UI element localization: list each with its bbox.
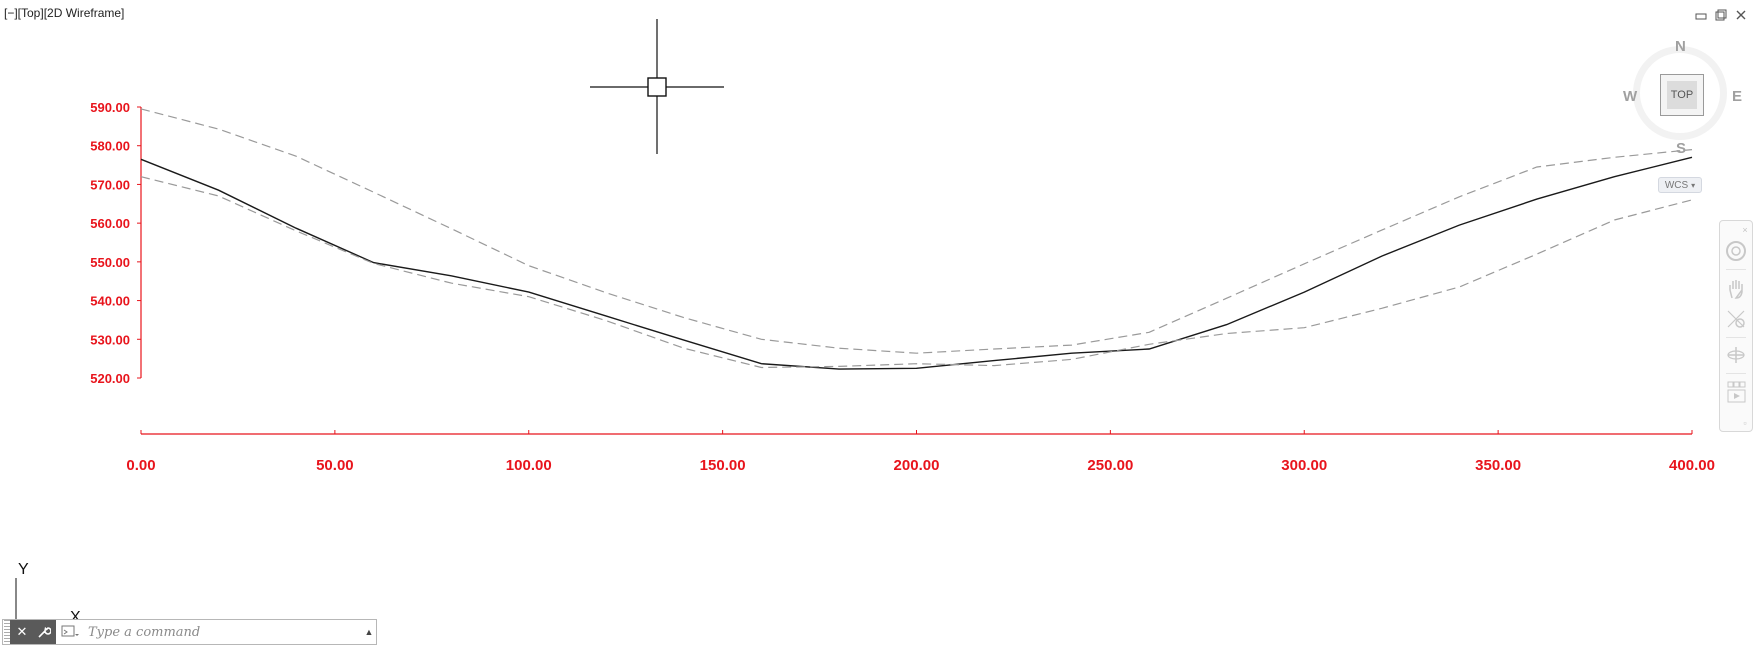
x-tick-label: 400.00 [1669, 457, 1715, 474]
compass-east[interactable]: E [1732, 88, 1743, 105]
viewcube-top-label: TOP [1667, 81, 1697, 109]
y-tick-label: 520.00 [90, 371, 130, 386]
viewcube[interactable]: N W E S TOP [1618, 38, 1748, 168]
x-tick-label: 300.00 [1281, 457, 1327, 474]
ucs-y-label: Y [18, 561, 29, 578]
ucs-x-label: X [70, 609, 81, 626]
y-tick-label: 550.00 [90, 255, 130, 270]
y-tick-label: 560.00 [90, 216, 130, 231]
showmotion-icon[interactable] [1724, 381, 1748, 405]
command-line-grip[interactable] [4, 620, 10, 644]
command-history-expand-icon[interactable]: ▲ [364, 627, 374, 637]
compass-north[interactable]: N [1675, 38, 1686, 55]
profile-axes [140, 107, 1692, 435]
x-tick-label: 50.00 [316, 457, 354, 474]
command-line: ✕ ▲ [2, 619, 377, 645]
x-tick-label: 200.00 [894, 457, 940, 474]
profile-line-dashed-2[interactable] [140, 176, 1693, 369]
compass-south[interactable]: S [1676, 140, 1687, 157]
command-line-tools: ✕ [10, 620, 56, 644]
ucs-icon: Y X [15, 561, 81, 626]
viewport-controls-label[interactable]: [−][Top][2D Wireframe] [4, 6, 125, 20]
close-command-line-icon[interactable]: ✕ [16, 624, 28, 639]
navbar-options-icon[interactable]: ▫ [1743, 418, 1747, 428]
viewcube-top-face[interactable]: TOP [1660, 74, 1704, 116]
viewport-window-controls [1693, 8, 1749, 22]
compass-west[interactable]: W [1623, 88, 1638, 105]
x-tick-label: 250.00 [1087, 457, 1133, 474]
restore-icon[interactable] [1713, 8, 1729, 22]
zoom-icon[interactable] [1724, 307, 1748, 331]
pan-hand-icon[interactable] [1724, 277, 1748, 301]
y-tick-label: 570.00 [90, 177, 130, 192]
minimize-icon[interactable] [1693, 8, 1709, 22]
profile-line-solid[interactable] [140, 156, 1693, 370]
profile-ticks: 590.00 580.00 570.00 560.00 550.00 540.00 530.… [90, 100, 1715, 474]
viewcube-compass-ring[interactable] [1633, 46, 1727, 140]
orbit-icon[interactable] [1724, 343, 1748, 367]
chevron-down-icon: ▾ [1691, 180, 1696, 190]
crosshair-cursor-icon [590, 19, 724, 154]
x-tick-label: 100.00 [506, 457, 552, 474]
x-tick-label: 0.00 [126, 457, 155, 474]
steering-wheel-icon[interactable] [1724, 239, 1748, 263]
recent-commands-icon[interactable] [56, 625, 84, 639]
customize-wrench-icon[interactable] [34, 622, 54, 642]
profile-line-dashed-1[interactable] [140, 108, 1693, 354]
x-tick-label: 350.00 [1475, 457, 1521, 474]
wcs-menu-button[interactable]: WCS ▾ [1658, 177, 1702, 193]
profile-series [140, 108, 1693, 370]
navigation-bar[interactable]: × ▫ [1719, 220, 1753, 432]
close-icon[interactable] [1733, 8, 1749, 22]
command-input[interactable] [84, 624, 362, 640]
wcs-label: WCS [1664, 179, 1689, 191]
navbar-close-icon[interactable]: × [1742, 225, 1748, 235]
x-tick-label: 150.00 [700, 457, 746, 474]
y-tick-label: 580.00 [90, 139, 130, 154]
y-tick-label: 530.00 [90, 332, 130, 347]
y-tick-label: 590.00 [90, 100, 130, 115]
y-tick-label: 540.00 [90, 294, 130, 309]
